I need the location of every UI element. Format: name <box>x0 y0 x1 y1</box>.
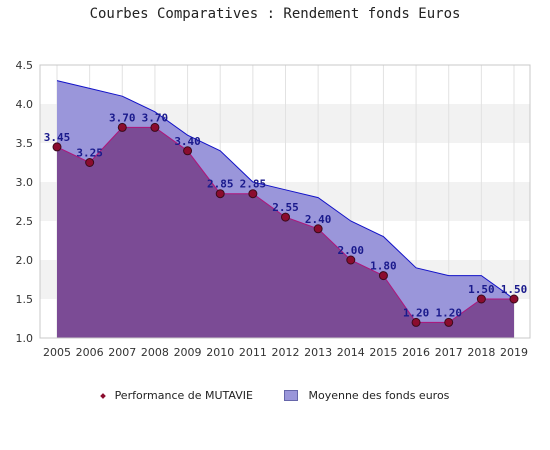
data-point[interactable] <box>378 271 388 281</box>
data-point[interactable] <box>411 317 421 327</box>
x-tick-label: 2017 <box>435 346 463 359</box>
y-tick-label: 4.0 <box>16 98 34 111</box>
data-label: 1.50 <box>501 283 528 296</box>
data-point[interactable] <box>509 294 519 304</box>
y-tick-label: 1.0 <box>16 332 34 345</box>
data-label: 3.40 <box>174 135 201 148</box>
data-point[interactable] <box>476 294 486 304</box>
x-tick-label: 2014 <box>337 346 365 359</box>
data-label: 2.85 <box>207 178 234 191</box>
data-label: 2.85 <box>240 178 267 191</box>
data-point[interactable] <box>117 122 127 132</box>
data-point[interactable] <box>313 224 323 234</box>
x-tick-label: 2008 <box>141 346 169 359</box>
area-swatch-icon <box>284 390 299 401</box>
x-tick-label: 2011 <box>239 346 267 359</box>
y-tick-label: 3.0 <box>16 176 34 189</box>
y-tick-label: 2.0 <box>16 254 34 267</box>
data-label: 1.50 <box>468 283 495 296</box>
x-tick-label: 2007 <box>108 346 136 359</box>
y-tick-label: 1.5 <box>16 293 34 306</box>
diamond-marker-icon <box>99 392 106 399</box>
legend-label-moyenne: Moyenne des fonds euros <box>308 388 450 402</box>
x-tick-label: 2009 <box>174 346 202 359</box>
x-tick-label: 2019 <box>500 346 528 359</box>
performance-area <box>57 127 514 339</box>
data-label: 1.20 <box>435 306 462 319</box>
data-label: 3.70 <box>142 111 169 124</box>
legend: Performance de MUTAVIE Moyenne des fonds… <box>0 388 550 402</box>
chart-title: Courbes Comparatives : Rendement fonds E… <box>89 6 461 22</box>
y-tick-label: 4.5 <box>16 59 34 72</box>
data-label: 3.25 <box>76 147 103 160</box>
data-label: 2.55 <box>272 201 299 214</box>
legend-label-performance: Performance de MUTAVIE <box>114 388 253 402</box>
x-tick-label: 2013 <box>304 346 332 359</box>
x-tick-label: 2005 <box>43 346 71 359</box>
x-tick-label: 2010 <box>206 346 234 359</box>
data-point[interactable] <box>346 255 356 265</box>
data-point[interactable] <box>281 212 290 222</box>
y-tick-label: 2.5 <box>16 215 34 228</box>
data-point[interactable] <box>52 142 62 152</box>
data-label: 1.80 <box>370 260 397 273</box>
x-tick-label: 2006 <box>76 346 104 359</box>
data-label: 3.70 <box>109 111 136 124</box>
x-tick-label: 2016 <box>402 346 430 359</box>
data-point[interactable] <box>150 122 160 132</box>
y-tick-label: 3.5 <box>16 137 34 150</box>
x-tick-label: 2012 <box>272 346 300 359</box>
data-label: 3.45 <box>44 131 71 144</box>
x-tick-label: 2018 <box>467 346 495 359</box>
data-point[interactable] <box>183 146 193 156</box>
data-point[interactable] <box>85 158 95 167</box>
legend-item-performance: Performance de MUTAVIE <box>99 388 253 402</box>
data-label: 2.00 <box>338 244 365 257</box>
data-label: 1.20 <box>403 306 430 319</box>
data-label: 2.40 <box>305 213 332 226</box>
data-point[interactable] <box>248 189 258 199</box>
moyenne-line <box>56 80 515 300</box>
plot-border <box>39 64 531 339</box>
data-point[interactable] <box>215 189 225 199</box>
x-tick-label: 2015 <box>369 346 397 359</box>
legend-item-moyenne: Moyenne des fonds euros <box>284 389 449 402</box>
data-point[interactable] <box>444 317 454 327</box>
